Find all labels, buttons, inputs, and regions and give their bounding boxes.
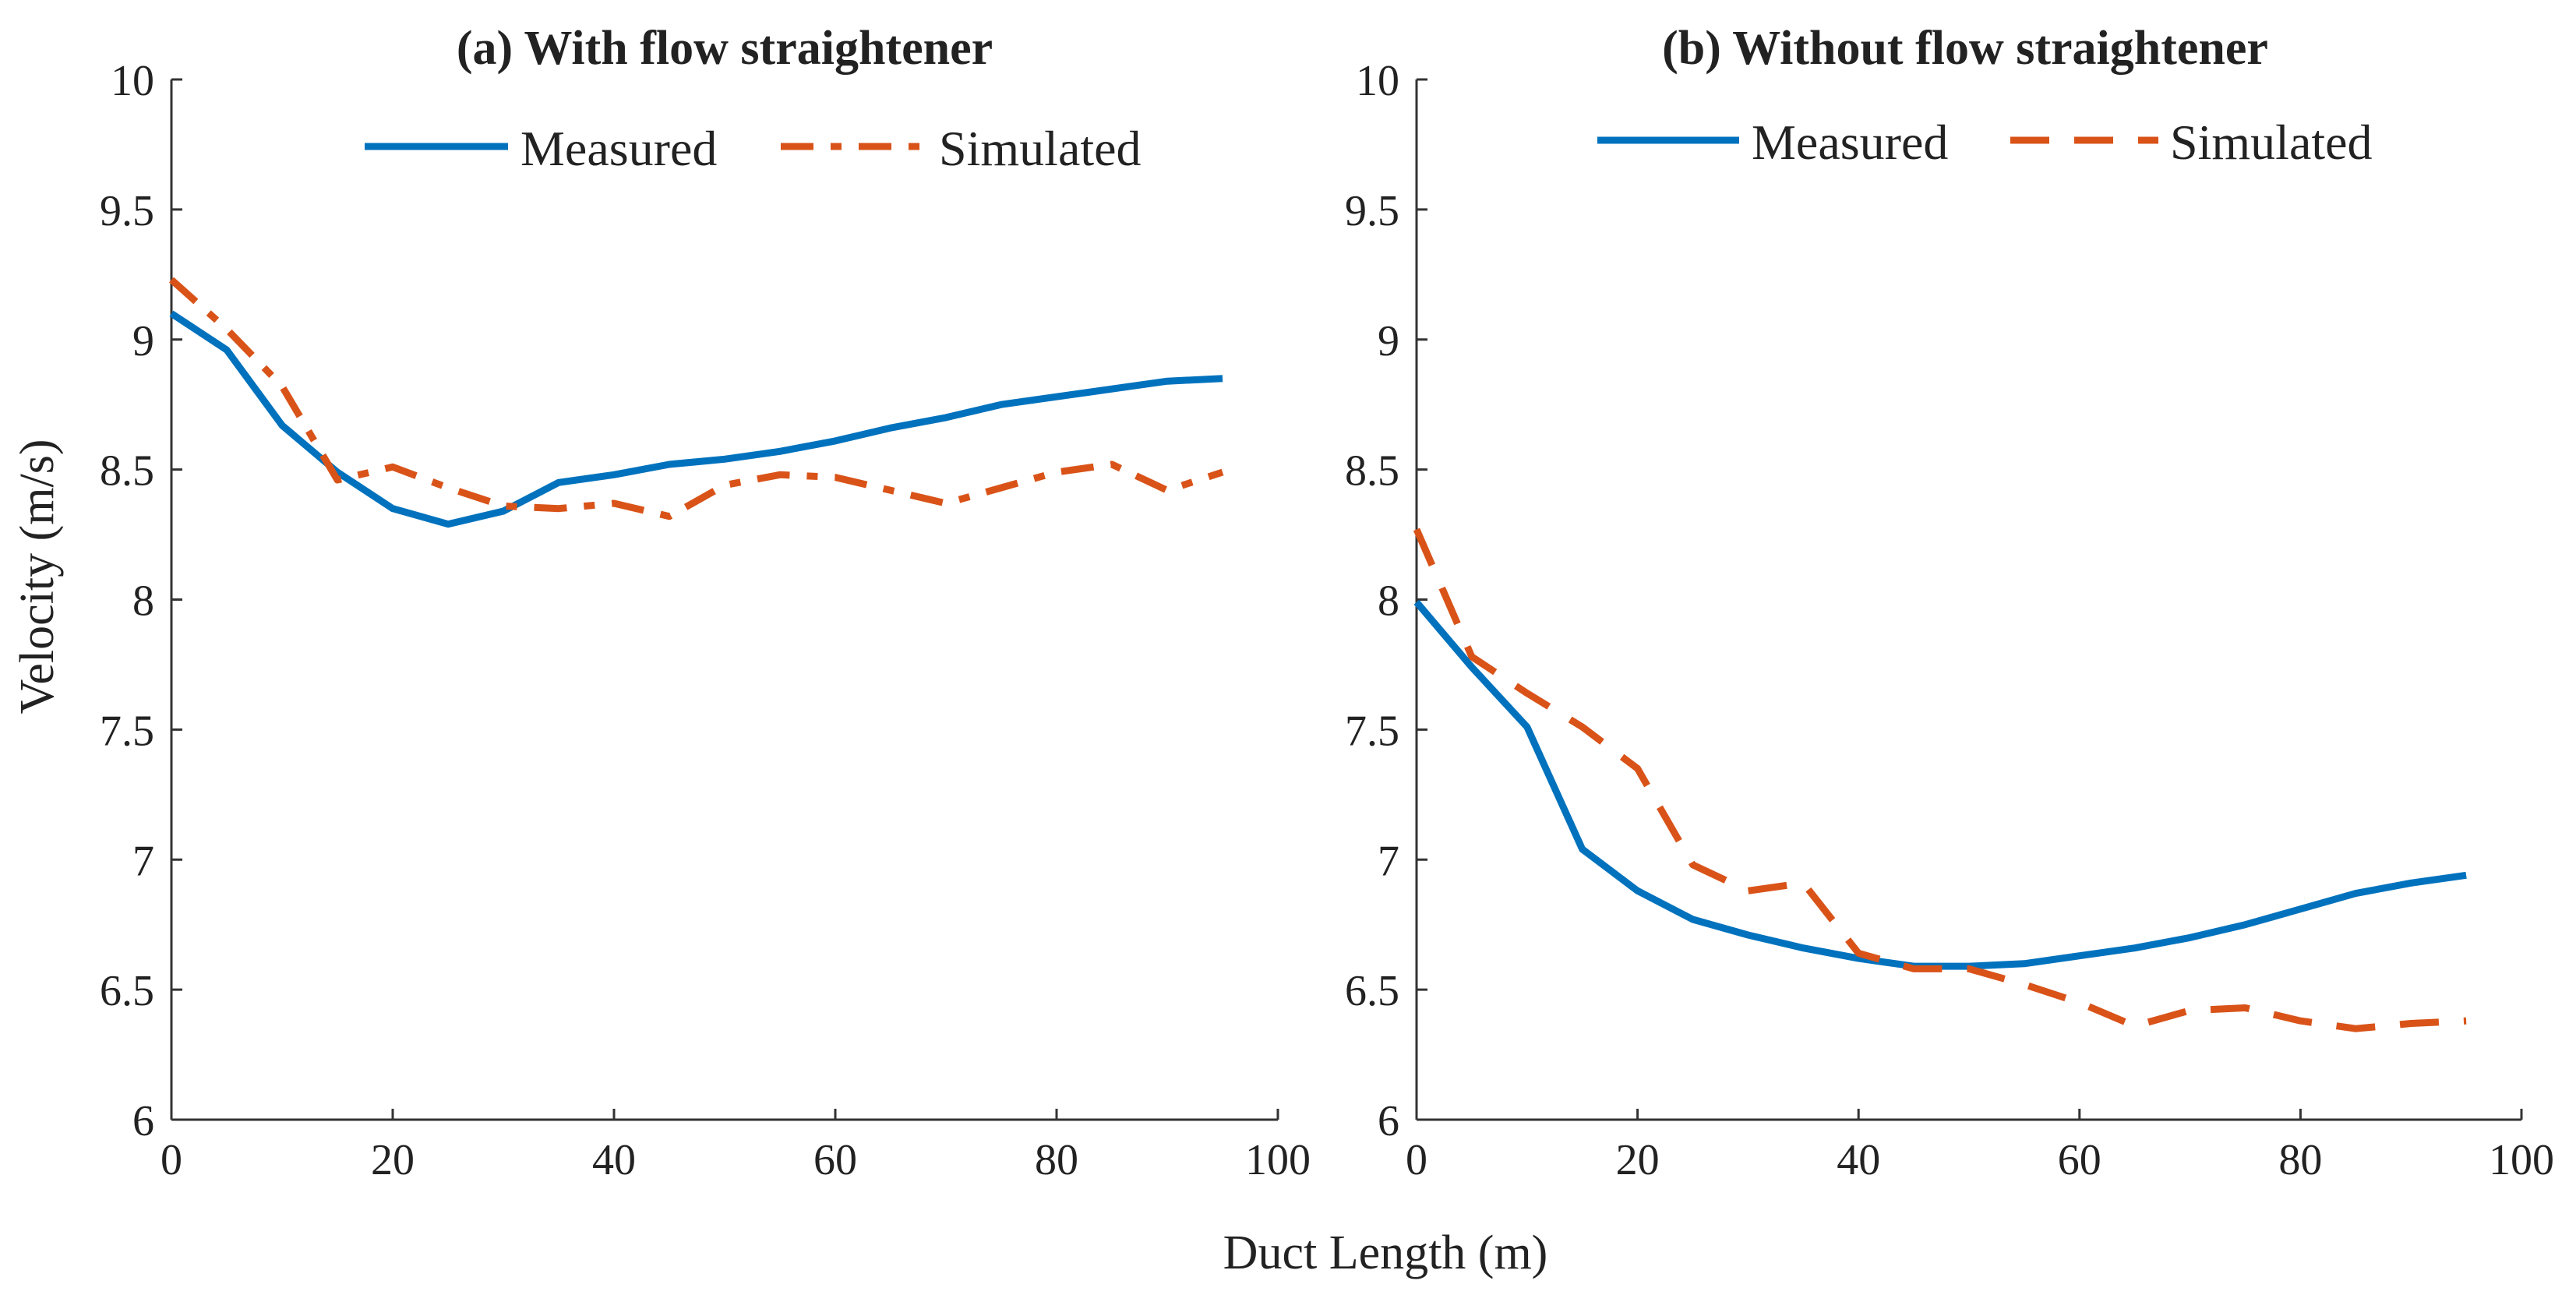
- x-tick-label: 40: [592, 1136, 636, 1184]
- panel-a-lines: [169, 277, 1224, 528]
- x-tick-label: 40: [1837, 1136, 1880, 1184]
- panel-a: (a) With flow straightener Velocity (m/s…: [11, 22, 1311, 1184]
- x-tick-label: 0: [1406, 1136, 1427, 1184]
- y-axis-label: Velocity (m/s): [11, 439, 64, 714]
- legend-simulated-label: Simulated: [939, 121, 1142, 176]
- panel-b-legend: Measured Simulated: [1597, 115, 2373, 170]
- x-tick-label: 20: [1616, 1136, 1660, 1184]
- y-tick-label: 8: [1378, 577, 1399, 626]
- y-tick-label: 10: [111, 57, 154, 105]
- y-tick-label: 7.5: [100, 707, 154, 755]
- x-axis-label: Duct Length (m): [1223, 1226, 1548, 1279]
- y-tick-label: 9: [132, 317, 154, 365]
- panel-a-axes: 0 20 40 60 80 100 6 6.5 7 7.5 8 8.5 9 9.5 10: [100, 57, 1311, 1184]
- y-tick-label: 7: [132, 837, 154, 885]
- series-line-simulated: [169, 277, 1224, 520]
- x-tick-label: 80: [1035, 1136, 1078, 1184]
- y-tick-label: 6: [1378, 1097, 1399, 1145]
- y-tick-label: 7.5: [1345, 707, 1399, 755]
- legend-measured-label: Measured: [1752, 115, 1948, 170]
- x-tick-label: 60: [813, 1136, 857, 1184]
- panel-b: (b) Without flow straightener 0 20 40 60 80 1…: [1345, 22, 2554, 1184]
- series-line-measured: [169, 310, 1223, 528]
- x-tick-label: 80: [2278, 1136, 2322, 1184]
- y-tick-label: 6: [132, 1097, 154, 1145]
- y-tick-label: 10: [1356, 57, 1399, 105]
- y-tick-label: 8.5: [1345, 447, 1399, 496]
- x-tick-label: 0: [161, 1136, 182, 1184]
- legend-measured-label: Measured: [520, 121, 717, 176]
- y-tick-label: 6.5: [1345, 967, 1399, 1015]
- panel-a-title: (a) With flow straightener: [457, 22, 993, 75]
- y-tick-label: 8: [132, 577, 154, 626]
- x-tick-label: 100: [2489, 1136, 2554, 1184]
- panel-b-axes: 0 20 40 60 80 100 6 6.5 7 7.5 8 8.5 9 9.5 10: [1345, 57, 2554, 1184]
- y-tick-label: 7: [1378, 837, 1399, 885]
- panel-b-title: (b) Without flow straightener: [1662, 22, 2268, 75]
- y-tick-label: 8.5: [100, 447, 154, 496]
- y-tick-label: 9.5: [100, 187, 154, 235]
- y-tick-label: 9.5: [1345, 187, 1399, 235]
- x-tick-label: 100: [1245, 1136, 1311, 1184]
- x-tick-label: 20: [371, 1136, 415, 1184]
- series-line-simulated: [1413, 527, 2467, 1032]
- panel-b-lines: [1413, 527, 2467, 1032]
- panel-a-legend: Measured Simulated: [365, 121, 1142, 176]
- y-tick-label: 6.5: [100, 967, 154, 1015]
- x-tick-label: 60: [2058, 1136, 2101, 1184]
- legend-simulated-label: Simulated: [2170, 115, 2373, 170]
- y-tick-label: 9: [1378, 317, 1399, 365]
